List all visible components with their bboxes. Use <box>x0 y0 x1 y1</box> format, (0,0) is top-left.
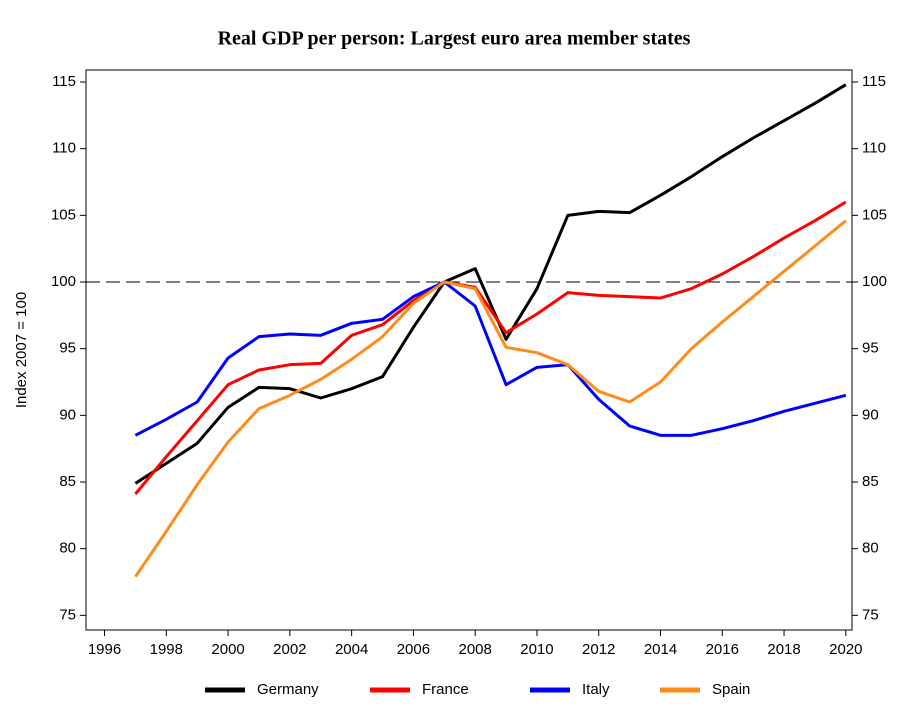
legend-label: France <box>422 681 469 698</box>
series-line <box>134 280 847 437</box>
chart-title: Real GDP per person: Largest euro area m… <box>218 28 691 50</box>
legend-label: Spain <box>712 681 750 698</box>
x-tick-label: 2000 <box>211 641 244 658</box>
y2-tick-label: 80 <box>862 540 879 557</box>
series-line <box>134 200 847 495</box>
y2-tick-label: 95 <box>862 340 879 357</box>
x-tick-label: 1996 <box>88 641 121 658</box>
y-axis-label: Index 2007 = 100 <box>13 292 30 408</box>
x-tick-label: 2012 <box>582 641 615 658</box>
y2-tick-label: 110 <box>862 140 886 157</box>
x-tick-label: 2006 <box>397 641 430 658</box>
x-tick-label: 2020 <box>829 641 862 658</box>
x-tick-label: 2018 <box>767 641 800 658</box>
y-tick-label: 115 <box>52 73 76 90</box>
y-tick-label: 110 <box>52 140 76 157</box>
y-tick-label: 90 <box>59 406 76 423</box>
x-tick-label: 2004 <box>335 641 368 658</box>
legend-label: Italy <box>582 681 610 698</box>
x-tick-label: 2016 <box>706 641 739 658</box>
y-tick-label: 100 <box>51 273 76 290</box>
y2-tick-label: 75 <box>862 606 879 623</box>
x-tick-label: 1998 <box>150 641 183 658</box>
y-tick-label: 85 <box>59 473 76 490</box>
y2-tick-label: 85 <box>862 473 879 490</box>
y-tick-label: 75 <box>59 606 76 623</box>
x-tick-label: 2014 <box>644 641 677 658</box>
x-tick-label: 2010 <box>520 641 553 658</box>
y2-tick-label: 105 <box>862 206 887 223</box>
y2-tick-label: 100 <box>862 273 887 290</box>
series-line <box>134 219 847 578</box>
plot-frame <box>85 69 853 631</box>
x-tick-label: 2008 <box>458 641 491 658</box>
series-line <box>134 83 847 485</box>
y-tick-label: 80 <box>59 540 76 557</box>
y-tick-label: 95 <box>59 340 76 357</box>
y2-tick-label: 115 <box>862 73 886 90</box>
y2-tick-label: 90 <box>862 406 879 423</box>
x-tick-label: 2002 <box>273 641 306 658</box>
y-tick-label: 105 <box>51 206 76 223</box>
legend-label: Germany <box>257 681 319 698</box>
